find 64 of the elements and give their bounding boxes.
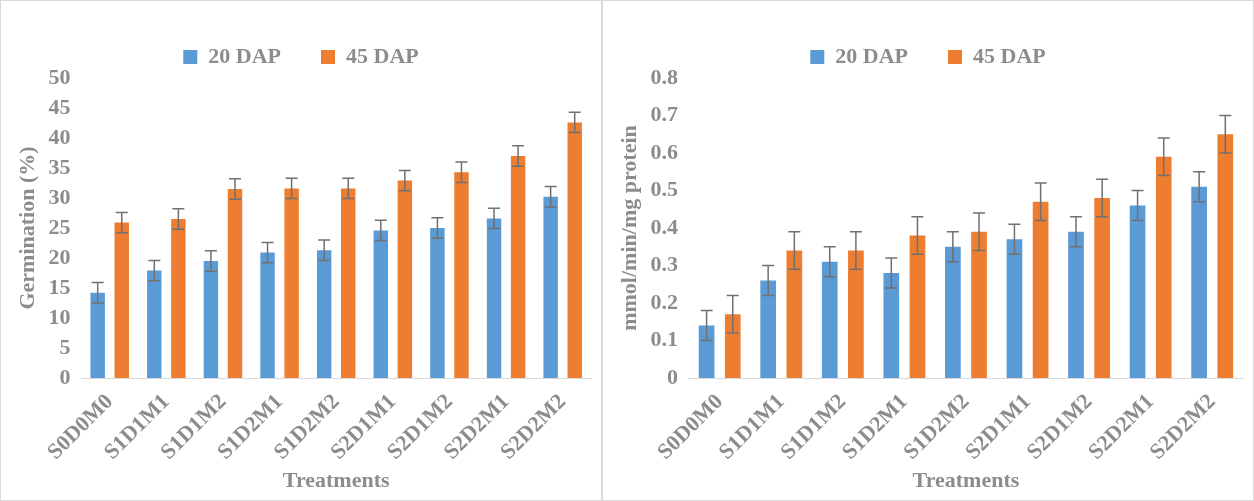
y-tick-label: 5 [59, 333, 71, 359]
y-axis-title: Germination (%) [13, 146, 39, 310]
bar [724, 314, 741, 379]
bar [260, 252, 275, 379]
y-tick-label: 0.2 [650, 288, 678, 314]
bar [203, 261, 219, 379]
bar [698, 325, 715, 379]
y-tick-label: 0 [666, 363, 678, 389]
bar [510, 156, 526, 379]
legend-label: 20 DAP [208, 42, 281, 68]
x-axis-title: Treatments [912, 467, 1020, 493]
legend-label: 20 DAP [835, 42, 908, 68]
bar [227, 189, 243, 379]
bar [883, 273, 900, 379]
bar [543, 196, 558, 379]
bar [171, 219, 186, 379]
bar [147, 270, 162, 379]
bar [284, 188, 299, 379]
bar [1217, 134, 1234, 379]
bar [397, 180, 413, 379]
y-tick-label: 0 [59, 363, 71, 389]
bar [90, 292, 105, 379]
bar [486, 218, 502, 379]
y-tick-label: 0.7 [650, 101, 678, 127]
bar [1129, 205, 1146, 379]
bar [760, 280, 777, 379]
bar [945, 246, 961, 379]
bar [341, 188, 356, 379]
y-tick-label: 10 [48, 303, 71, 329]
bar [1094, 198, 1111, 379]
y-tick-label: 30 [48, 183, 71, 209]
bar [1191, 186, 1207, 379]
y-tick-label: 50 [48, 63, 71, 89]
y-tick-label: 35 [48, 153, 71, 179]
bar [821, 261, 838, 379]
y-tick-label: 40 [48, 123, 71, 149]
bar [1068, 231, 1084, 379]
y-tick-label: 20 [48, 243, 71, 269]
bar [567, 122, 582, 379]
bar [454, 172, 469, 379]
y-tick-label: 45 [48, 93, 71, 119]
bar [1032, 201, 1049, 379]
legend-label: 45 DAP [973, 42, 1046, 68]
y-tick-label: 15 [48, 273, 71, 299]
legend-label: 45 DAP [346, 42, 419, 68]
bar [971, 231, 987, 379]
x-axis-title: Treatments [282, 467, 390, 493]
y-tick-label: 25 [48, 213, 71, 239]
bar [316, 250, 332, 379]
bar [909, 235, 926, 379]
y-tick-label: 0.1 [650, 326, 678, 352]
bar [786, 250, 803, 379]
bar [1006, 239, 1023, 379]
y-tick-label: 0.3 [650, 251, 678, 277]
bar [848, 250, 864, 379]
y-tick-label: 0.5 [650, 176, 678, 202]
y-tick-label: 0.8 [650, 63, 678, 89]
bar [114, 222, 129, 379]
bar [430, 228, 445, 379]
bar [1155, 156, 1172, 379]
bar [373, 230, 389, 379]
y-tick-label: 0.6 [650, 138, 678, 164]
y-axis-title: mmol/min/mg protein [615, 125, 641, 331]
y-tick-label: 0.4 [650, 213, 678, 239]
